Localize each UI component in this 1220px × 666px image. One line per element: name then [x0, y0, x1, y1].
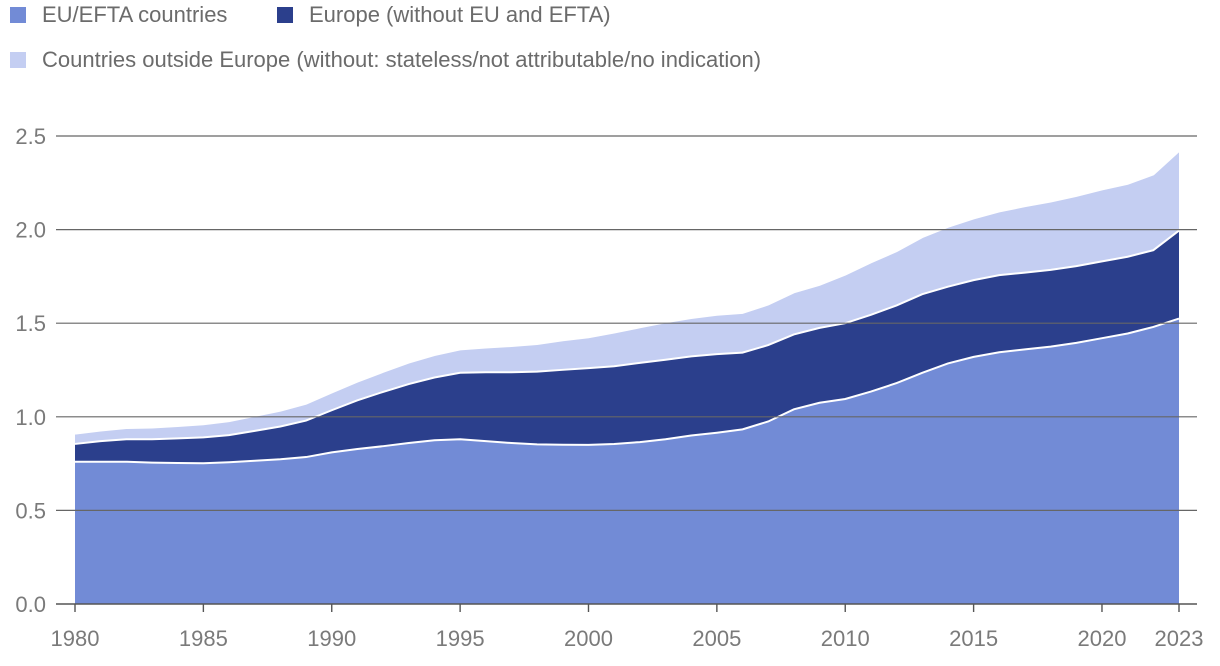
- x-tick-label: 2000: [564, 626, 613, 651]
- y-tick-label: 2.0: [15, 218, 46, 243]
- x-tick-label: 1990: [307, 626, 356, 651]
- area-layers: [74, 150, 1180, 604]
- gridlines: [56, 135, 1197, 605]
- y-tick-label: 1.0: [15, 405, 46, 430]
- x-tick-label: 2015: [949, 626, 998, 651]
- y-tick-label: 2.5: [15, 124, 46, 149]
- legend: EU/EFTA countries Europe (without EU and…: [0, 0, 1220, 90]
- legend-item-eu-efta: EU/EFTA countries: [10, 2, 227, 28]
- y-tick-label: 0.5: [15, 498, 46, 523]
- y-tick-label: 1.5: [15, 311, 46, 336]
- y-tick-label: 0.0: [15, 592, 46, 617]
- series-boundary-line: [74, 229, 1180, 445]
- x-tick-label: 1980: [51, 626, 100, 651]
- legend-swatch-outside-europe: [10, 52, 26, 68]
- x-tick-label: 2005: [692, 626, 741, 651]
- x-tick-label: 2010: [821, 626, 870, 651]
- legend-swatch-eu-efta: [10, 7, 26, 23]
- series-boundary-line: [74, 150, 1180, 435]
- series-boundary-line: [75, 317, 1180, 465]
- legend-label-europe-non-eu: Europe (without EU and EFTA): [309, 2, 611, 27]
- legend-item-europe-non-eu: Europe (without EU and EFTA): [277, 2, 611, 28]
- x-tick-label: 2020: [1078, 626, 1127, 651]
- area-europe-non-eu: [75, 230, 1179, 464]
- legend-item-outside-europe: Countries outside Europe (without: state…: [10, 47, 761, 73]
- y-axis: 0.0 0.5 1.0 1.5 2.0 2.5: [15, 124, 46, 617]
- x-tick-label: 1985: [179, 626, 228, 651]
- legend-label-outside-europe: Countries outside Europe (without: state…: [42, 47, 762, 72]
- x-tick-label: 2023: [1155, 626, 1204, 651]
- x-axis: 1980 1985 1990 1995 2000 2005 2010 2015 2020 2023: [51, 604, 1204, 651]
- legend-swatch-europe-non-eu: [277, 7, 293, 23]
- legend-label-eu-efta: EU/EFTA countries: [42, 2, 228, 27]
- x-tick-label: 1995: [436, 626, 485, 651]
- area-eu-efta: [75, 318, 1179, 604]
